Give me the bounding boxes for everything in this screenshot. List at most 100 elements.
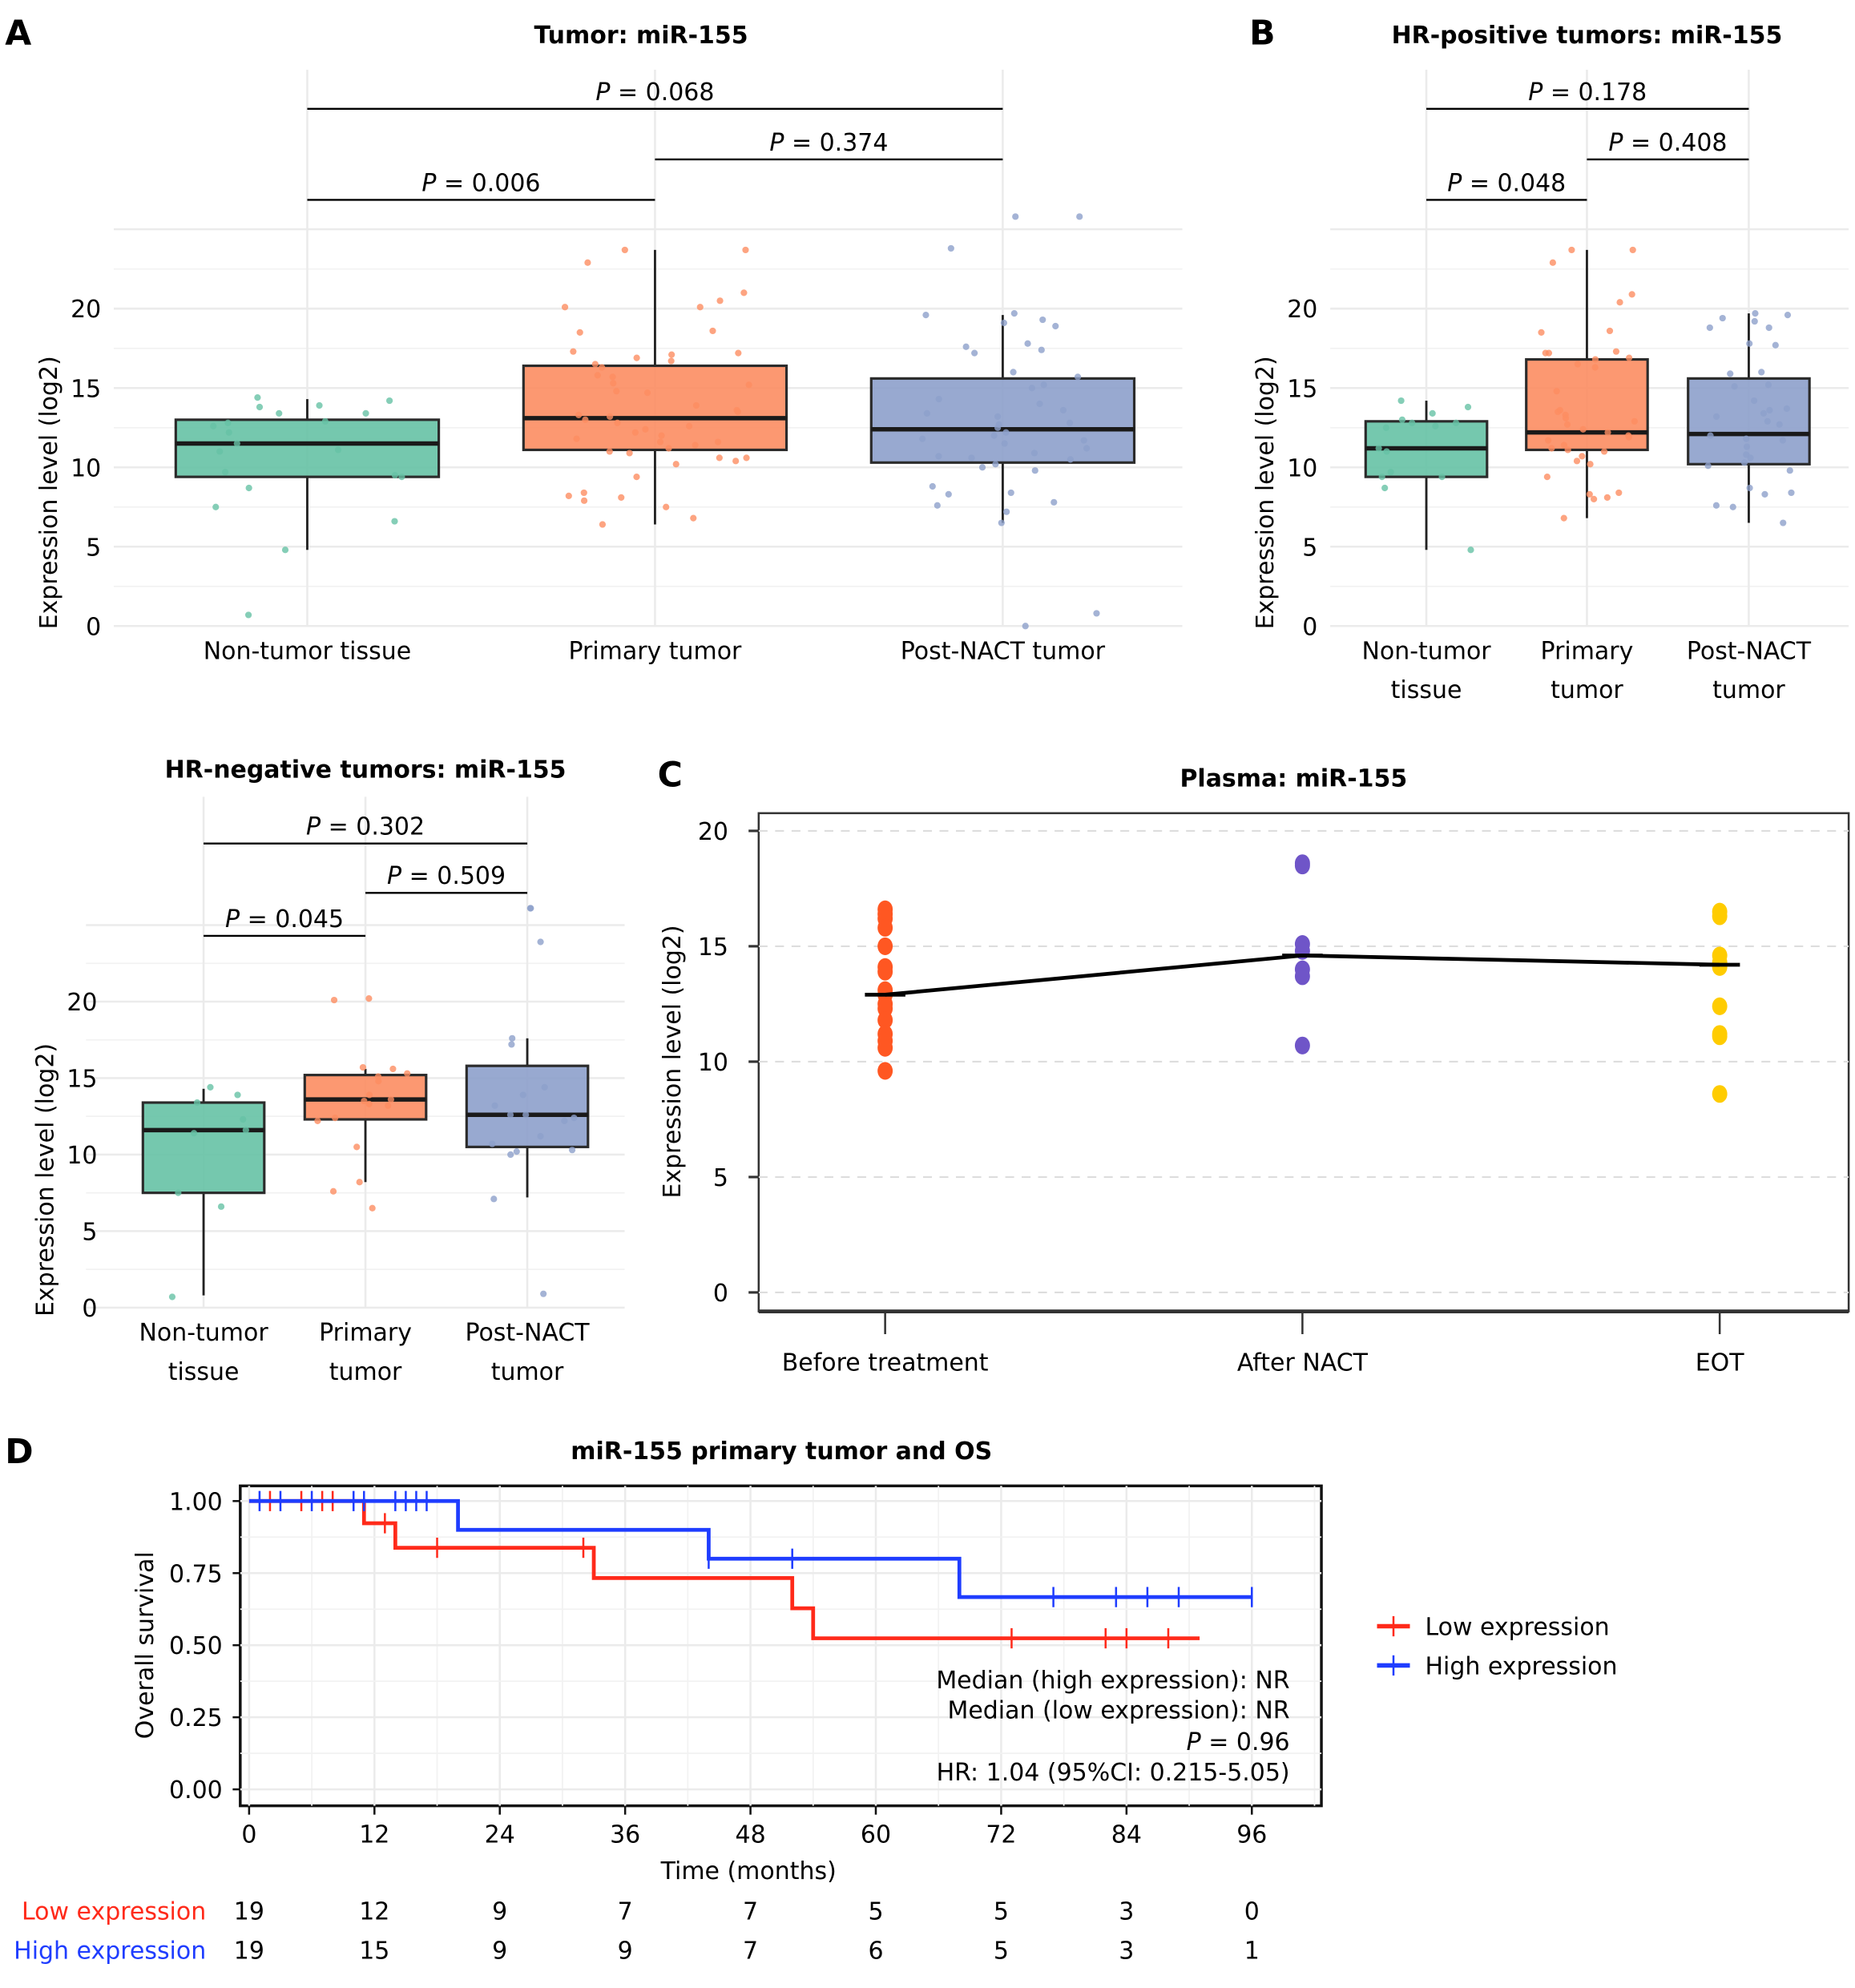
p-value-label: P = 0.006 <box>421 169 540 197</box>
y-tick-label: 0 <box>1302 613 1317 641</box>
data-point <box>330 996 338 1004</box>
x-tick-label: Before treatment <box>782 1349 989 1377</box>
data-point <box>1600 448 1608 455</box>
legend-label: High expression <box>1425 1652 1617 1680</box>
data-point <box>1764 417 1771 425</box>
data-point <box>667 357 675 365</box>
data-point <box>207 1083 214 1091</box>
data-point <box>1765 324 1772 332</box>
y-tick-label: 10 <box>1287 454 1317 482</box>
data-point <box>922 312 930 319</box>
data-point <box>1579 425 1587 433</box>
box-post_nact <box>869 377 1136 464</box>
data-point <box>1612 348 1620 355</box>
y-axis-title: Overall survival <box>131 1551 159 1739</box>
data-point <box>389 1065 397 1073</box>
data-point <box>714 438 722 446</box>
survival-curve-high <box>248 1498 1252 1599</box>
y-axis-title: Expression level (log2) <box>31 1043 59 1317</box>
data-point <box>1564 446 1571 454</box>
risk-table-label: High expression <box>14 1938 206 1966</box>
data-point <box>1743 435 1750 442</box>
stat-annotation: Median (low expression): NR <box>947 1697 1289 1725</box>
data-point-before-treatment <box>877 962 893 981</box>
data-point <box>365 995 373 1002</box>
data-point <box>1059 406 1067 414</box>
y-axis-title: Expression level (log2) <box>1252 356 1280 629</box>
data-point <box>668 351 675 358</box>
x-tick-label: 48 <box>736 1821 766 1849</box>
stat-annotation: HR: 1.04 (95%CI: 0.215-5.05) <box>937 1759 1290 1787</box>
data-point <box>254 393 261 401</box>
data-point <box>643 389 651 397</box>
data-point <box>329 1188 337 1195</box>
data-point <box>1467 546 1474 554</box>
risk-table-count: 9 <box>492 1898 507 1926</box>
data-point <box>1760 409 1768 417</box>
risk-table-count: 12 <box>359 1898 389 1926</box>
y-tick-label: 15 <box>698 934 728 962</box>
data-point-eot <box>1712 1027 1728 1046</box>
data-point <box>591 361 599 368</box>
data-point <box>1772 341 1779 349</box>
risk-table-count: 0 <box>1244 1898 1260 1926</box>
data-point <box>217 1203 225 1210</box>
x-tick-label: tumor <box>1712 676 1785 704</box>
data-point <box>1036 400 1043 408</box>
panel-letter-d: D <box>5 1432 33 1472</box>
data-point <box>509 1034 516 1042</box>
data-point <box>1747 454 1754 462</box>
data-point <box>740 289 748 296</box>
data-point <box>519 1091 526 1099</box>
data-point <box>1591 495 1598 502</box>
data-point <box>690 514 697 522</box>
data-point <box>369 1204 376 1212</box>
x-tick-label: Post-NACT tumor <box>901 637 1106 665</box>
data-point <box>1579 453 1586 460</box>
data-point <box>1039 316 1046 324</box>
data-point <box>994 413 1002 420</box>
data-point <box>734 408 741 416</box>
data-point <box>508 1041 515 1048</box>
risk-table-count: 7 <box>743 1898 758 1926</box>
data-point-before-treatment <box>877 1062 893 1080</box>
data-point <box>742 246 749 254</box>
data-point <box>1764 381 1772 389</box>
data-point <box>168 1293 176 1300</box>
chart-title: Plasma: miR-155 <box>1180 765 1407 793</box>
data-point <box>1028 385 1035 392</box>
data-point <box>1562 414 1570 421</box>
data-point <box>1751 317 1758 325</box>
data-point <box>1560 442 1568 449</box>
p-value-label: P = 0.509 <box>387 862 506 890</box>
x-tick-label: 72 <box>986 1821 1016 1849</box>
data-point <box>968 454 975 462</box>
x-tick-label: 84 <box>1111 1821 1142 1849</box>
data-point <box>978 464 986 471</box>
data-point <box>1751 397 1758 405</box>
box-primary <box>303 1074 428 1121</box>
data-point <box>934 502 941 509</box>
data-point <box>1712 502 1720 509</box>
data-point <box>1631 417 1638 425</box>
risk-table-count: 5 <box>994 1938 1009 1966</box>
x-tick-label: Non-tumor <box>1361 637 1491 665</box>
p-value-annotation: P = 0.96 <box>1187 1728 1290 1756</box>
data-point <box>1066 419 1074 426</box>
data-point <box>391 518 398 525</box>
x-tick-label: Post-NACT <box>1687 637 1812 665</box>
data-point <box>190 1130 198 1137</box>
data-point <box>365 1100 373 1108</box>
data-point <box>321 417 329 425</box>
data-point <box>489 1140 496 1147</box>
x-tick-label: 60 <box>861 1821 891 1849</box>
data-point <box>998 519 1005 526</box>
data-point <box>607 413 614 420</box>
p-value-label: P = 0.178 <box>1528 79 1647 107</box>
data-point <box>540 1290 547 1297</box>
data-point <box>1784 312 1792 319</box>
x-tick-label: EOT <box>1696 1349 1745 1377</box>
data-point <box>1452 419 1460 426</box>
data-point <box>696 304 704 311</box>
